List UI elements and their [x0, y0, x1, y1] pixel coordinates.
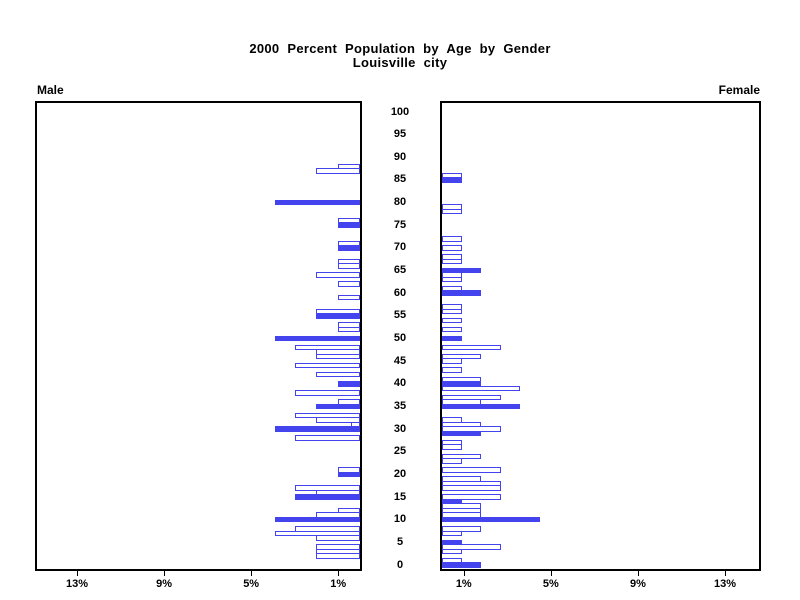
age-tick-label-45: 45 [393, 354, 407, 367]
male-bar-age-52 [338, 326, 360, 333]
male-bar-age-40 [338, 381, 360, 387]
male-tick-5-label: 5% [243, 578, 260, 590]
female-bar-age-78 [442, 208, 462, 215]
male-bar-age-28 [294, 435, 360, 441]
age-tick-label-95: 95 [393, 128, 407, 141]
female-bar-age-26 [442, 444, 462, 450]
age-tick-label-15: 15 [393, 490, 407, 503]
female-bar-age-70 [442, 245, 462, 251]
female-tick-13-label: 13% [713, 578, 737, 590]
female-bar-age-3 [442, 548, 462, 555]
male-bar-age-32 [316, 417, 360, 423]
age-tick-label-25: 25 [393, 445, 407, 458]
age-tick-label-10: 10 [393, 513, 407, 526]
male-bar-age-75 [338, 222, 360, 228]
female-bar-age-35 [442, 403, 521, 410]
female-tick-1-mark [463, 571, 465, 576]
female-panel [440, 101, 761, 571]
female-tick-5-mark [550, 571, 552, 576]
age-tick-label-0: 0 [396, 558, 404, 571]
male-bar-age-10 [275, 516, 360, 523]
female-bar-age-24 [442, 453, 482, 460]
chart-subtitle: Louisville city [352, 55, 448, 70]
male-bar-age-20 [338, 471, 360, 478]
female-bar-age-85 [442, 177, 462, 183]
female-bar-age-48 [442, 344, 501, 351]
female-bar-age-39 [442, 385, 521, 392]
female-bar-age-10 [442, 516, 540, 523]
male-bar-age-64 [316, 272, 360, 278]
female-tick-9-mark [637, 571, 639, 576]
female-bar-age-63 [442, 276, 462, 283]
female-bar-age-60 [442, 290, 482, 296]
male-bar-age-46 [316, 353, 360, 360]
female-bar-age-46 [442, 353, 482, 360]
male-bar-age-55 [316, 313, 360, 319]
female-bar-age-23 [442, 458, 462, 464]
age-tick-label-55: 55 [393, 309, 407, 322]
female-bar-age-0 [442, 562, 482, 568]
female-bar-age-4 [442, 544, 501, 550]
age-tick-label-100: 100 [390, 105, 410, 118]
female-bar-age-52 [442, 326, 462, 333]
female-tick-1-label: 1% [455, 578, 472, 590]
male-bar-age-38 [294, 390, 360, 396]
age-tick-label-70: 70 [393, 241, 407, 254]
male-bar-age-15 [294, 494, 360, 500]
male-bar-age-50 [275, 335, 360, 342]
female-bar-age-29 [442, 430, 482, 437]
age-tick-label-80: 80 [393, 196, 407, 209]
female-bar-age-8 [442, 526, 482, 532]
female-bar-age-7 [442, 530, 462, 537]
male-bar-age-30 [275, 426, 360, 432]
male-bar-age-70 [338, 245, 360, 251]
female-bar-age-45 [442, 358, 462, 364]
female-tick-9-label: 9% [629, 578, 646, 590]
age-tick-label-85: 85 [393, 173, 407, 186]
female-bar-age-65 [442, 267, 482, 274]
male-bar-age-35 [316, 403, 360, 410]
female-side-label: Female [718, 83, 760, 97]
age-tick-label-5: 5 [396, 535, 404, 548]
age-tick-label-75: 75 [393, 218, 407, 231]
male-bar-age-87 [316, 168, 360, 174]
male-bar-age-42 [316, 371, 360, 378]
chart-title: 2000 Percent Population by Age by Gender [249, 41, 551, 56]
age-tick-label-65: 65 [393, 264, 407, 277]
male-bar-age-66 [338, 263, 360, 269]
male-tick-9-mark [164, 571, 166, 576]
female-bar-age-67 [442, 258, 462, 265]
female-bar-age-43 [442, 367, 462, 373]
age-tick-label-60: 60 [393, 286, 407, 299]
female-bar-age-15 [442, 494, 501, 500]
male-bar-age-80 [275, 199, 360, 206]
female-tick-13-mark [725, 571, 726, 576]
male-tick-9-label: 9% [156, 578, 173, 590]
female-tick-5-label: 5% [542, 578, 559, 590]
female-bar-age-21 [442, 467, 501, 473]
male-bar-age-59 [338, 294, 360, 301]
female-bar-age-50 [442, 335, 462, 342]
male-tick-1-label: 1% [330, 578, 347, 590]
male-bar-age-6 [316, 535, 360, 541]
age-tick-label-30: 30 [393, 422, 407, 435]
female-bar-age-54 [442, 317, 462, 324]
male-tick-5-mark [251, 571, 253, 576]
male-tick-13-mark [76, 571, 78, 576]
age-tick-label-35: 35 [393, 399, 407, 412]
male-bar-age-44 [294, 362, 360, 369]
age-tick-label-20: 20 [393, 467, 407, 480]
age-tick-label-50: 50 [393, 332, 407, 344]
female-bar-age-56 [442, 308, 462, 315]
male-bar-age-62 [338, 281, 360, 287]
male-side-label: Male [37, 83, 64, 97]
male-bar-age-2 [316, 553, 360, 559]
female-bar-age-72 [442, 236, 462, 242]
age-tick-label-40: 40 [393, 377, 407, 390]
male-tick-13-label: 13% [65, 578, 88, 590]
female-bar-age-17 [442, 485, 501, 491]
age-tick-label-90: 90 [393, 150, 407, 163]
male-tick-1-mark [338, 571, 340, 576]
